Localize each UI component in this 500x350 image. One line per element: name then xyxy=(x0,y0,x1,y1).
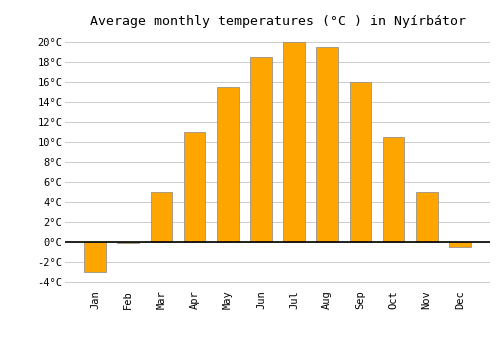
Bar xyxy=(416,192,438,242)
Bar xyxy=(449,242,470,247)
Bar xyxy=(84,242,106,272)
Bar xyxy=(217,86,238,242)
Bar xyxy=(316,47,338,242)
Bar xyxy=(350,82,371,242)
Bar xyxy=(150,192,172,242)
Bar xyxy=(284,42,305,242)
Bar xyxy=(383,137,404,242)
Bar xyxy=(184,132,206,242)
Bar xyxy=(250,57,272,242)
Title: Average monthly temperatures (°C ) in Nyírbátor: Average monthly temperatures (°C ) in Ny… xyxy=(90,15,466,28)
Bar xyxy=(118,242,139,243)
